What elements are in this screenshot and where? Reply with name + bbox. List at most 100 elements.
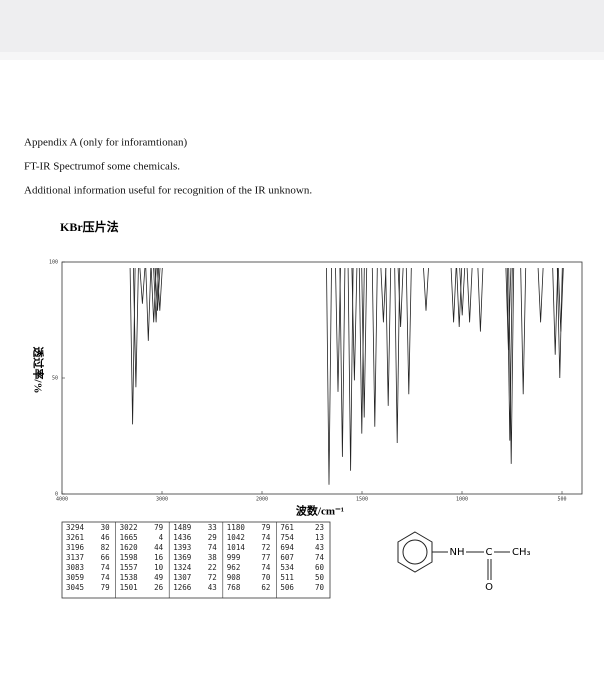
table-wavenumber: 1665: [120, 533, 138, 542]
absorption-peak: [361, 267, 368, 418]
absorption-peak: [156, 267, 163, 311]
absorption-peak: [351, 267, 358, 381]
table-intensity: 74: [261, 563, 271, 572]
x-tick-label: 2000: [256, 497, 268, 503]
band-shadow: [0, 52, 604, 60]
absorption-peak: [423, 267, 429, 311]
table-intensity: 74: [208, 543, 218, 552]
table-intensity: 72: [208, 573, 217, 582]
y-tick-label: 0: [55, 492, 58, 498]
table-wavenumber: 768: [227, 583, 241, 592]
absorption-peak: [557, 267, 564, 332]
absorption-peak: [397, 267, 404, 327]
absorption-peak: [150, 267, 157, 323]
header-line: Appendix A (only for inforamtionan): [24, 137, 187, 149]
table-intensity: 23: [315, 523, 324, 532]
table-intensity: 77: [261, 553, 270, 562]
benzene-ring: [397, 531, 433, 573]
x-tick-label: 3000: [156, 497, 168, 503]
table-wavenumber: 1393: [173, 543, 191, 552]
table-intensity: 79: [101, 583, 110, 592]
structure-label: NH: [450, 547, 465, 558]
absorption-peak: [154, 267, 161, 311]
table-intensity: 22: [208, 563, 217, 572]
table-intensity: 66: [101, 553, 111, 562]
absorption-peak: [347, 267, 354, 471]
table-wavenumber: 1557: [120, 563, 138, 572]
absorption-peak: [520, 267, 527, 395]
absorption-peak: [394, 267, 401, 443]
table-wavenumber: 1180: [227, 523, 246, 532]
table-intensity: 82: [101, 543, 110, 552]
table-intensity: 4: [159, 533, 164, 542]
absorption-peak: [139, 267, 146, 304]
table-wavenumber: 962: [227, 563, 241, 572]
x-tick-label: 1500: [356, 497, 368, 503]
absorption-peak: [326, 267, 332, 485]
table-wavenumber: 3196: [66, 543, 85, 552]
absorption-peak: [335, 267, 341, 392]
top-band: [0, 0, 604, 52]
table-intensity: 74: [315, 553, 325, 562]
absorption-peak: [508, 267, 515, 464]
absorption-peak: [133, 267, 139, 388]
absorption-peak: [385, 267, 392, 406]
absorption-peak: [556, 267, 563, 379]
peak-table: [61, 521, 331, 599]
table-wavenumber: 1538: [120, 573, 139, 582]
table-wavenumber: 999: [227, 553, 241, 562]
table-wavenumber: 506: [280, 583, 294, 592]
table-wavenumber: 1042: [227, 533, 245, 542]
table-wavenumber: 607: [280, 553, 294, 562]
table-intensity: 79: [261, 523, 270, 532]
table-intensity: 44: [154, 543, 164, 552]
absorption-peak: [506, 267, 513, 441]
table-intensity: 60: [315, 563, 325, 572]
x-tick-label: 1000: [456, 497, 468, 503]
table-intensity: 10: [154, 563, 164, 572]
table-wavenumber: 1598: [120, 553, 139, 562]
absorption-peak: [405, 267, 412, 395]
table-intensity: 33: [208, 523, 217, 532]
absorption-peak: [129, 267, 136, 425]
table-intensity: 74: [261, 533, 271, 542]
absorption-peak: [153, 267, 159, 323]
header-line: FT-IR Spectrumof some chemicals.: [24, 161, 180, 173]
table-intensity: 43: [315, 543, 324, 552]
table-wavenumber: 694: [280, 543, 294, 552]
table-intensity: 74: [101, 573, 111, 582]
table-wavenumber: 3294: [66, 523, 85, 532]
table-wavenumber: 1014: [227, 543, 246, 552]
table-wavenumber: 534: [280, 563, 294, 572]
absorption-peak: [339, 267, 346, 457]
table-wavenumber: 511: [280, 573, 294, 582]
table-wavenumber: 761: [280, 523, 294, 532]
table-wavenumber: 3261: [66, 533, 84, 542]
absorption-peak: [552, 267, 559, 355]
table-intensity: 29: [208, 533, 217, 542]
table-intensity: 79: [154, 523, 163, 532]
table-intensity: 30: [101, 523, 111, 532]
table-intensity: 26: [154, 583, 164, 592]
y-tick-label: 100: [49, 260, 58, 266]
y-tick-label: 50: [52, 376, 58, 382]
table-intensity: 70: [261, 573, 271, 582]
table-wavenumber: 1266: [173, 583, 192, 592]
table-intensity: 74: [101, 563, 111, 572]
table-wavenumber: 1369: [173, 553, 191, 562]
x-axis-label: 波数/cm⁻¹: [296, 504, 344, 518]
table-wavenumber: 3083: [66, 563, 84, 572]
absorption-peak: [537, 267, 544, 323]
chart-title: KBr压片法: [60, 219, 119, 234]
table-intensity: 43: [208, 583, 217, 592]
structure: [397, 531, 510, 580]
structure-label: O: [485, 582, 493, 593]
table-intensity: 62: [261, 583, 270, 592]
table-wavenumber: 1489: [173, 523, 191, 532]
absorption-peak: [450, 267, 457, 323]
x-tick-label: 4000: [56, 497, 68, 503]
table-intensity: 13: [315, 533, 324, 542]
absorption-peak: [459, 267, 466, 316]
table-intensity: 16: [154, 553, 164, 562]
